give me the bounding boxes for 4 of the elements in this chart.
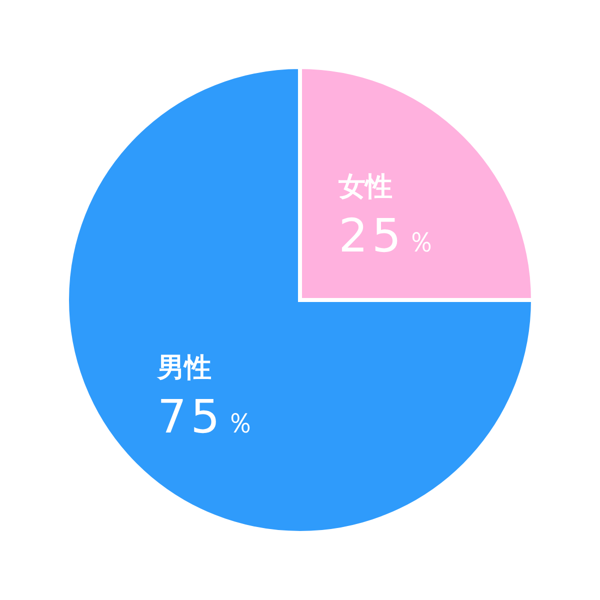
data-label: 25％ [338,208,440,262]
slice-label: 男性 [156,352,212,384]
data-label: 75％ [157,390,258,444]
slice-label: 女性 [338,171,393,202]
